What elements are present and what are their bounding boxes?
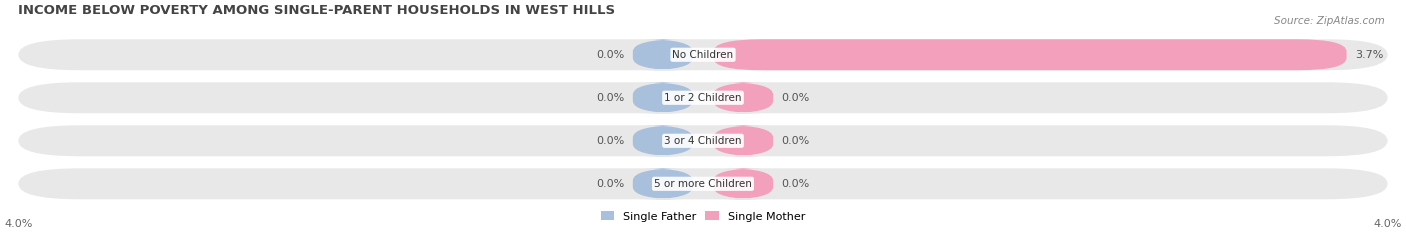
Text: 0.0%: 0.0% — [782, 93, 810, 103]
FancyBboxPatch shape — [713, 125, 773, 156]
Text: 0.0%: 0.0% — [596, 179, 624, 189]
Text: 1 or 2 Children: 1 or 2 Children — [664, 93, 742, 103]
FancyBboxPatch shape — [18, 39, 1388, 70]
Text: 3 or 4 Children: 3 or 4 Children — [664, 136, 742, 146]
Text: No Children: No Children — [672, 50, 734, 60]
FancyBboxPatch shape — [18, 82, 1388, 113]
Text: 0.0%: 0.0% — [782, 136, 810, 146]
FancyBboxPatch shape — [633, 125, 693, 156]
FancyBboxPatch shape — [713, 82, 773, 113]
Text: 0.0%: 0.0% — [596, 136, 624, 146]
Text: 3.7%: 3.7% — [1355, 50, 1384, 60]
FancyBboxPatch shape — [18, 125, 1388, 156]
Text: INCOME BELOW POVERTY AMONG SINGLE-PARENT HOUSEHOLDS IN WEST HILLS: INCOME BELOW POVERTY AMONG SINGLE-PARENT… — [18, 4, 616, 17]
Text: 0.0%: 0.0% — [596, 50, 624, 60]
Text: 5 or more Children: 5 or more Children — [654, 179, 752, 189]
FancyBboxPatch shape — [713, 39, 1347, 70]
Text: 0.0%: 0.0% — [596, 93, 624, 103]
Text: 0.0%: 0.0% — [782, 179, 810, 189]
Legend: Single Father, Single Mother: Single Father, Single Mother — [596, 207, 810, 226]
FancyBboxPatch shape — [713, 168, 773, 199]
FancyBboxPatch shape — [633, 168, 693, 199]
FancyBboxPatch shape — [18, 168, 1388, 199]
FancyBboxPatch shape — [633, 39, 693, 70]
Text: Source: ZipAtlas.com: Source: ZipAtlas.com — [1274, 16, 1385, 26]
FancyBboxPatch shape — [633, 82, 693, 113]
